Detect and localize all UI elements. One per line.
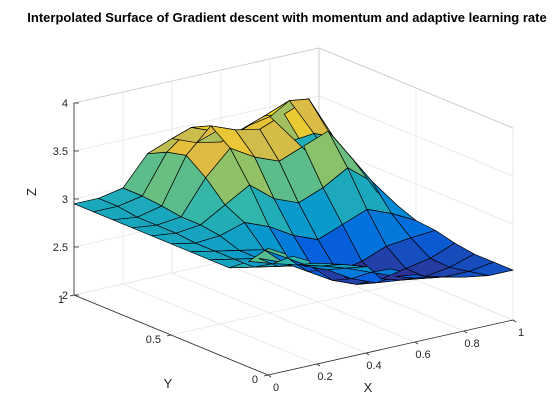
surface-plot bbox=[73, 98, 514, 285]
z-tick-label: 4 bbox=[62, 98, 68, 110]
box-edge bbox=[73, 47, 320, 104]
z-tick-label: 2.5 bbox=[53, 242, 68, 254]
x-tick-label: 0.2 bbox=[317, 371, 332, 383]
x-tick-label: 0 bbox=[273, 382, 279, 394]
x-tick-mark bbox=[512, 319, 517, 323]
z-tick-label: 3.5 bbox=[53, 146, 68, 158]
y-tick-mark bbox=[69, 294, 75, 297]
y-tick-mark bbox=[263, 374, 269, 377]
y-tick-label: 0 bbox=[252, 374, 258, 386]
x-tick-mark bbox=[316, 363, 321, 367]
x-tick-mark bbox=[414, 341, 419, 345]
x-tick-mark bbox=[365, 352, 370, 356]
x-tick-label: 0.6 bbox=[415, 349, 430, 361]
x-tick-mark bbox=[463, 330, 468, 334]
y-tick-label: 1 bbox=[58, 294, 64, 306]
axis-lines bbox=[69, 102, 517, 378]
x-tick-label: 0.4 bbox=[366, 360, 381, 372]
x-axis-line bbox=[267, 319, 514, 376]
gridline-z-back bbox=[73, 95, 320, 152]
box-edge bbox=[318, 47, 514, 129]
x-tick-label: 0.8 bbox=[464, 338, 479, 350]
x-tick-mark bbox=[267, 374, 272, 378]
y-axis-label: Y bbox=[164, 376, 173, 391]
gridline-z-side bbox=[318, 95, 514, 177]
surface-patch bbox=[468, 261, 514, 276]
z-tick-label: 2 bbox=[62, 290, 68, 302]
x-tick-label: 1 bbox=[518, 327, 524, 339]
z-axis-label: Z bbox=[24, 188, 39, 196]
chart-title: Interpolated Surface of Gradient descent… bbox=[27, 10, 546, 25]
gridline-y-floor bbox=[170, 279, 417, 336]
y-tick-label: 0.5 bbox=[146, 334, 161, 346]
x-axis-label: X bbox=[364, 380, 373, 395]
y-tick-mark bbox=[166, 334, 172, 337]
z-tick-label: 3 bbox=[62, 194, 68, 206]
